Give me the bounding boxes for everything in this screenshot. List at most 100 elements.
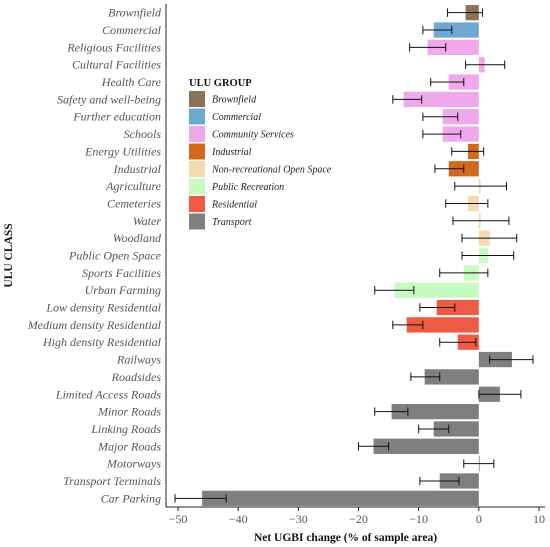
category-label: Safety and well-being: [57, 92, 161, 106]
x-axis-title: Net UGBI change (% of sample area): [254, 532, 437, 544]
category-label: Commercial: [102, 23, 162, 37]
legend-swatch: [189, 91, 205, 107]
legend: ULU GROUP Brownfield Commercial Community …: [189, 78, 332, 230]
category-label: Motorways: [106, 457, 161, 471]
x-tick-label: −40: [229, 512, 248, 526]
legend-label: Brownfield: [212, 95, 257, 106]
error-bar: [461, 251, 515, 260]
category-label: Urban Farming: [85, 283, 161, 297]
category-labels: Brownfield Commercial Religious Facilities…: [27, 6, 162, 506]
legend-title: ULU GROUP: [189, 78, 252, 89]
legend-item: Commercial: [189, 108, 261, 125]
legend-item: Residential: [189, 196, 257, 212]
category-label: Sports Facilities: [82, 266, 161, 280]
error-bar: [430, 77, 465, 87]
category-label: High density Residential: [42, 335, 162, 349]
bar: [394, 282, 479, 298]
bar: [202, 490, 479, 506]
error-bar: [392, 320, 424, 330]
legend-swatch: [189, 143, 205, 160]
legend-label: Industrial: [211, 147, 252, 158]
error-bar: [489, 355, 534, 364]
category-label: Transport Terminals: [63, 474, 161, 488]
category-label: Agriculture: [105, 179, 162, 193]
error-bar: [439, 268, 489, 278]
category-label: Health Care: [101, 75, 162, 89]
bar: [442, 109, 479, 125]
category-label: Minor Roads: [97, 405, 161, 419]
legend-item: Community Services: [189, 126, 294, 142]
x-tick-label: 0: [476, 512, 482, 526]
x-tick-label: −20: [349, 512, 368, 526]
error-bars-layer: [174, 8, 534, 503]
category-label: Brownfield: [108, 6, 162, 20]
error-bar: [410, 372, 441, 382]
category-label: Cemeteries: [107, 196, 161, 210]
error-bar: [439, 338, 477, 347]
legend-swatch: [189, 108, 205, 125]
legend-item: Brownfield: [189, 91, 257, 107]
category-label: Linking Roads: [90, 422, 161, 436]
x-tick-label: −30: [289, 512, 308, 526]
category-label: Woodland: [113, 231, 162, 245]
error-bar: [454, 181, 507, 191]
error-bar: [419, 303, 456, 312]
category-label: Schools: [124, 127, 162, 141]
bar: [433, 421, 479, 437]
category-label: Major Roads: [97, 439, 161, 453]
x-tick-label: −50: [169, 512, 188, 526]
legend-swatch: [189, 126, 205, 142]
bar: [403, 91, 479, 108]
error-bar: [174, 494, 227, 503]
legend-label: Community Services: [212, 130, 294, 141]
error-bar: [409, 43, 447, 52]
legend-item: Transport: [189, 213, 252, 230]
error-bar: [465, 60, 506, 69]
error-bar: [445, 199, 489, 208]
legend-label: Public Recreation: [211, 182, 284, 193]
legend-label: Transport: [212, 217, 252, 228]
error-bar: [478, 390, 522, 399]
x-tick-label: 10: [533, 512, 545, 526]
error-bar: [447, 8, 483, 17]
error-bar: [451, 147, 485, 156]
legend-item: Industrial: [189, 143, 252, 160]
bar: [436, 299, 479, 316]
bar: [391, 403, 479, 420]
error-bar: [461, 233, 518, 243]
error-bar: [452, 216, 510, 226]
bar: [427, 39, 479, 55]
category-label: Water: [133, 214, 162, 228]
category-label: Car Parking: [101, 491, 161, 505]
legend-label: Commercial: [212, 112, 261, 123]
category-label: Public Open Space: [68, 249, 162, 263]
y-axis-title: ULU CLASS: [3, 223, 15, 287]
error-bar: [422, 129, 462, 139]
error-bar: [374, 285, 415, 295]
error-bar: [422, 25, 453, 35]
legend-swatch: [189, 161, 205, 177]
error-bar: [392, 95, 423, 104]
category-label: Medium density Residential: [27, 318, 162, 332]
bar: [373, 438, 479, 454]
legend-swatch: [189, 213, 205, 230]
bar: [424, 369, 479, 385]
bar: [406, 317, 479, 333]
legend-item: Non-recreational Open Space: [189, 161, 332, 177]
error-bar: [418, 424, 450, 434]
category-label: Further education: [72, 110, 161, 124]
category-label: Industrial: [113, 162, 162, 176]
error-bar: [463, 459, 495, 468]
category-label: Cultural Facilities: [72, 58, 161, 72]
category-label: Roadsides: [111, 370, 162, 384]
category-label: Energy Utilities: [84, 144, 161, 158]
error-bar: [434, 164, 465, 173]
category-label: Low density Residential: [45, 301, 161, 315]
error-bar: [419, 476, 460, 486]
legend-swatch: [189, 196, 205, 212]
bar: [433, 22, 479, 38]
error-bar: [374, 407, 409, 416]
legend-swatch: [189, 178, 205, 195]
category-label: Railways: [116, 353, 161, 367]
error-bar: [358, 442, 390, 451]
